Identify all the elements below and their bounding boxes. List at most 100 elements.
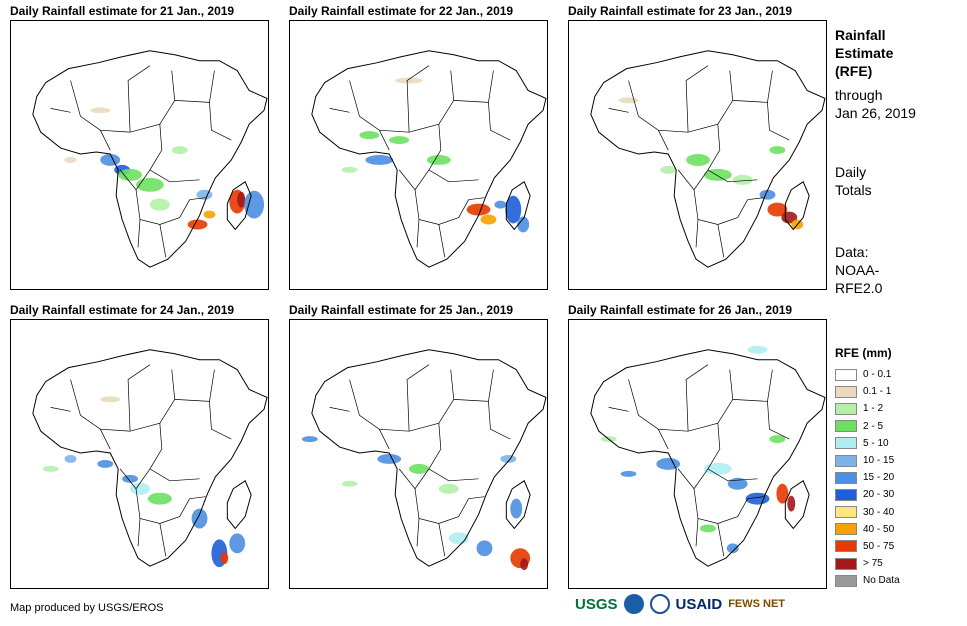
africa-coastline [590,50,826,268]
country-border [677,169,695,190]
map-svg [311,50,547,268]
rainfall-cell [494,200,507,209]
country-border [406,364,430,432]
rainfall-cell [767,202,788,217]
rainfall-cell [118,168,142,181]
country-border [428,124,479,183]
country-border [189,197,206,201]
rainfall-cell [130,482,150,495]
rainfall-cell [656,457,681,470]
legend-label: 5 - 10 [863,437,889,449]
map-svg [590,345,826,567]
rainfall-cell [365,155,394,165]
panel-title-2: Daily Rainfall estimate for 22 Jan., 201… [289,4,514,18]
country-border [414,169,469,225]
product-title-line: Estimate [835,45,894,61]
legend-swatch [835,437,857,450]
rainfall-cell [660,165,677,174]
country-border [329,108,350,113]
madagascar-outline [784,480,810,530]
rainfall-cell [149,198,170,211]
credit-text: Map produced by USGS/EROS [10,602,164,614]
data-source-line: NOAA- [835,262,880,278]
legend-item: 40 - 50 [835,521,900,538]
country-border [732,70,773,103]
legend-label: No Data [863,575,900,587]
legend-swatch [835,574,857,587]
legend-label: 2 - 5 [863,420,884,432]
country-border [693,169,748,225]
rainfall-cell [510,498,523,519]
legend-label: > 75 [863,558,883,570]
data-source: Data: NOAA- RFE2.0 [835,243,882,297]
rainfall-map-3 [568,20,827,290]
rainfall-cell [703,462,732,475]
legend-swatch [835,523,857,536]
rainfall-cell [100,154,121,166]
rainfall-cell [341,480,358,487]
legend-swatch [835,471,857,484]
through-line: Jan 26, 2019 [835,105,916,121]
country-border [468,197,485,201]
rainfall-cell [520,558,529,571]
rainfall-cell [341,166,358,173]
country-border [135,468,190,524]
legend-swatch [835,385,857,398]
country-border [767,401,790,440]
legend-item: 0.1 - 1 [835,383,900,400]
rainfall-cell [237,191,246,208]
rainfall-cell [618,97,639,104]
country-border [416,518,420,547]
totals-line: Totals [835,182,872,198]
rainfall-map-5 [289,319,548,589]
rainfall-cell [426,155,451,165]
logo-strip: USGS USAID FEWS NET [575,594,785,614]
rainfall-cell [301,436,318,443]
africa-coastline [590,349,826,567]
rainfall-map-6 [568,319,827,589]
rainfall-cell [220,552,229,565]
madagascar-outline [784,181,810,231]
map-svg [32,349,268,568]
rainfall-cell [726,543,739,554]
legend-swatch [835,540,857,553]
rainfall-cell [505,195,522,224]
rainfall-cell [747,345,768,354]
country-border [174,70,215,103]
country-border [657,429,669,450]
map-svg [32,50,268,268]
country-border [717,523,725,557]
country-border [428,423,479,482]
legend-item: 5 - 10 [835,435,900,452]
country-border [657,130,669,151]
rainfall-cell [500,454,517,463]
rainfall-cell [745,492,770,505]
legend-item: 10 - 15 [835,452,900,469]
panel-title-3: Daily Rainfall estimate for 23 Jan., 201… [568,4,793,18]
rainfall-cell [395,77,423,84]
country-border [628,70,734,133]
rainfall-cell [90,107,111,114]
legend-swatch [835,488,857,501]
country-border [127,364,151,432]
legend-label: 1 - 2 [863,403,884,415]
country-border [378,130,390,151]
legend-swatch [835,402,857,415]
country-border [119,468,137,489]
country-border [137,219,141,248]
product-title: Rainfall Estimate (RFE) [835,26,893,80]
rainfall-cell [776,483,789,504]
country-border [159,224,167,258]
data-source-line: Data: [835,244,869,260]
country-border [695,219,699,248]
panel-title-1: Daily Rainfall estimate for 21 Jan., 201… [10,4,235,18]
country-border [707,423,758,482]
rainfall-cell [187,219,208,230]
country-border [747,496,764,500]
country-border [209,401,232,440]
country-border [149,423,200,482]
rainfall-cell [147,492,172,505]
rainfall-cell [100,396,121,403]
legend-label: 0.1 - 1 [863,386,892,398]
usaid-logo: USAID [675,595,723,613]
